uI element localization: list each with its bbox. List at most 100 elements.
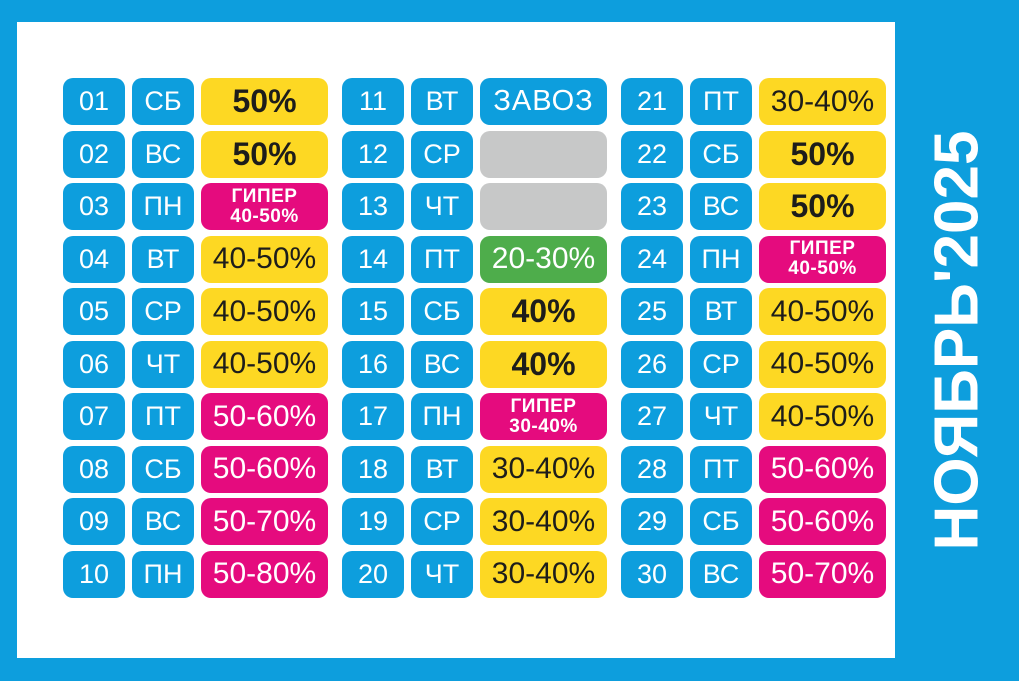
discount-value-cell: 40% (480, 288, 607, 335)
day-of-week-cell: ЧТ (132, 340, 194, 388)
discount-value-cell: 20-30% (480, 235, 607, 283)
day-of-week-cell: ПН (132, 550, 194, 598)
day-of-week-cell: ПН (411, 393, 473, 440)
hyper-label: ГИПЕР (510, 395, 577, 417)
discount-value-cell: 40-50% (759, 340, 886, 388)
day-of-week-cell: ПТ (690, 445, 752, 493)
day-number-cell: 02 (63, 130, 125, 178)
day-of-week-cell: ПТ (411, 235, 473, 283)
day-of-week-cell: СР (411, 498, 473, 545)
discount-value-cell: 50-60% (201, 445, 328, 493)
month-title: НОЯБРЬ'2025 (922, 130, 992, 551)
day-of-week-cell: ЧТ (411, 550, 473, 598)
discount-value-cell: 40% (480, 340, 607, 388)
hyper-label: ГИПЕР (789, 238, 856, 260)
day-of-week-cell: СБ (690, 498, 752, 545)
day-of-week-cell: ВС (132, 130, 194, 178)
day-of-week-cell: ВС (411, 340, 473, 388)
day-number-cell: 13 (342, 183, 404, 230)
day-of-week-cell: ВС (690, 183, 752, 230)
day-number-cell: 18 (342, 445, 404, 493)
day-of-week-cell: ЧТ (411, 183, 473, 230)
discount-value-cell: 50% (201, 130, 328, 178)
day-of-week-cell: ЧТ (690, 393, 752, 440)
days-column-1: 01 СБ 50% 02 ВС 50% 03 ПН ГИПЕР 40-50% 04 ВТ 40-50% 0… (63, 78, 328, 598)
day-number-cell: 23 (621, 183, 683, 230)
day-number-cell: 22 (621, 130, 683, 178)
discount-value-cell: 40-50% (759, 393, 886, 440)
day-number-cell: 25 (621, 288, 683, 335)
day-number-cell: 10 (63, 550, 125, 598)
discount-value-cell: 50-60% (759, 498, 886, 545)
day-number-cell: 03 (63, 183, 125, 230)
discount-value-cell: 50-60% (759, 445, 886, 493)
hyper-label: ГИПЕР (231, 185, 298, 207)
day-of-week-cell: СР (132, 288, 194, 335)
day-number-cell: 28 (621, 445, 683, 493)
day-of-week-cell: ВС (132, 498, 194, 545)
day-number-cell: 20 (342, 550, 404, 598)
discount-value-cell: 40-50% (201, 288, 328, 335)
day-of-week-cell: СР (690, 340, 752, 388)
discount-value-cell: 50% (759, 130, 886, 178)
hyper-discount-range: 40-50% (230, 205, 299, 227)
day-number-cell: 16 (342, 340, 404, 388)
day-number-cell: 17 (342, 393, 404, 440)
day-of-week-cell: ПН (690, 235, 752, 283)
day-number-cell: 07 (63, 393, 125, 440)
day-of-week-cell: СБ (132, 78, 194, 125)
day-of-week-cell: СБ (690, 130, 752, 178)
day-number-cell: 04 (63, 235, 125, 283)
day-number-cell: 06 (63, 340, 125, 388)
discount-value-cell: 40-50% (759, 288, 886, 335)
discount-value-cell (480, 183, 607, 230)
discount-value-cell: 50-60% (201, 393, 328, 440)
day-number-cell: 29 (621, 498, 683, 545)
hyper-discount-range: 30-40% (509, 415, 578, 437)
days-column-2: 11 ВТ ЗАВОЗ 12 СР 13 ЧТ 14 ПТ 20-30% 15 СБ 40% 16 ВС 40… (342, 78, 607, 598)
discount-value-cell: 30-40% (480, 445, 607, 493)
day-number-cell: 01 (63, 78, 125, 125)
day-number-cell: 09 (63, 498, 125, 545)
discount-value-cell: 50-70% (201, 498, 328, 545)
day-number-cell: 15 (342, 288, 404, 335)
day-of-week-cell: СБ (132, 445, 194, 493)
day-number-cell: 19 (342, 498, 404, 545)
day-number-cell: 26 (621, 340, 683, 388)
day-number-cell: 12 (342, 130, 404, 178)
discount-value-cell: 30-40% (480, 498, 607, 545)
calendar-board: 01 СБ 50% 02 ВС 50% 03 ПН ГИПЕР 40-50% 04 ВТ 40-50% 0… (63, 78, 886, 598)
discount-value-cell: ЗАВОЗ (480, 78, 607, 125)
discount-value-cell: ГИПЕР 30-40% (480, 393, 607, 440)
day-of-week-cell: ПН (132, 183, 194, 230)
day-of-week-cell: ВТ (132, 235, 194, 283)
discount-value-cell: 30-40% (480, 550, 607, 598)
day-of-week-cell: ПТ (690, 78, 752, 125)
day-number-cell: 05 (63, 288, 125, 335)
day-number-cell: 24 (621, 235, 683, 283)
discount-value-cell: ГИПЕР 40-50% (759, 235, 886, 283)
discount-value-cell: 50-70% (759, 550, 886, 598)
discount-value-cell: 50% (759, 183, 886, 230)
days-column-3: 21 ПТ 30-40% 22 СБ 50% 23 ВС 50% 24 ПН ГИПЕР 40-50% 2… (621, 78, 886, 598)
day-number-cell: 11 (342, 78, 404, 125)
calendar-page-background: 01 СБ 50% 02 ВС 50% 03 ПН ГИПЕР 40-50% 04 ВТ 40-50% 0… (17, 22, 895, 658)
discount-value-cell: 40-50% (201, 340, 328, 388)
discount-value-cell: 30-40% (759, 78, 886, 125)
discount-value-cell: 40-50% (201, 235, 328, 283)
day-of-week-cell: ПТ (132, 393, 194, 440)
discount-value-cell: 50% (201, 78, 328, 125)
day-number-cell: 27 (621, 393, 683, 440)
day-number-cell: 30 (621, 550, 683, 598)
day-of-week-cell: ВС (690, 550, 752, 598)
day-number-cell: 21 (621, 78, 683, 125)
day-number-cell: 14 (342, 235, 404, 283)
month-side-panel: НОЯБРЬ'2025 (895, 0, 1019, 681)
day-of-week-cell: ВТ (411, 78, 473, 125)
hyper-discount-range: 40-50% (788, 258, 857, 279)
day-of-week-cell: СБ (411, 288, 473, 335)
discount-value-cell: ГИПЕР 40-50% (201, 183, 328, 230)
discount-value-cell: 50-80% (201, 550, 328, 598)
discount-value-cell (480, 130, 607, 178)
day-of-week-cell: ВТ (411, 445, 473, 493)
